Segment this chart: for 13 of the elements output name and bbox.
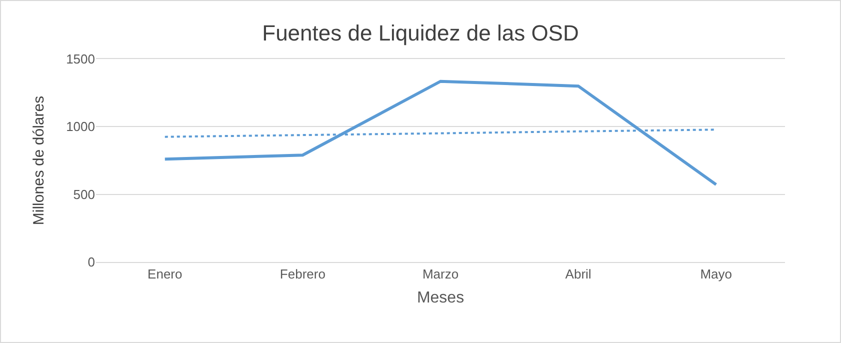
chart-title: Fuentes de Liquidez de las OSD	[262, 20, 579, 46]
x-tick-label: Marzo	[422, 266, 459, 282]
x-axis-title: Meses	[416, 289, 464, 306]
x-tick-label: Febrero	[280, 266, 326, 282]
x-tick-label: Enero	[148, 266, 182, 282]
y-tick-label: 0	[88, 254, 95, 270]
y-tick-label: 1500	[66, 52, 95, 67]
x-tick-label: Mayo	[700, 266, 732, 282]
y-axis-title: Millones de dólares	[30, 96, 48, 226]
y-tick-label: 500	[73, 186, 95, 202]
line-series	[163, 80, 718, 186]
x-tick-label: Abril	[565, 266, 592, 282]
y-tick-label: 1000	[66, 119, 95, 134]
